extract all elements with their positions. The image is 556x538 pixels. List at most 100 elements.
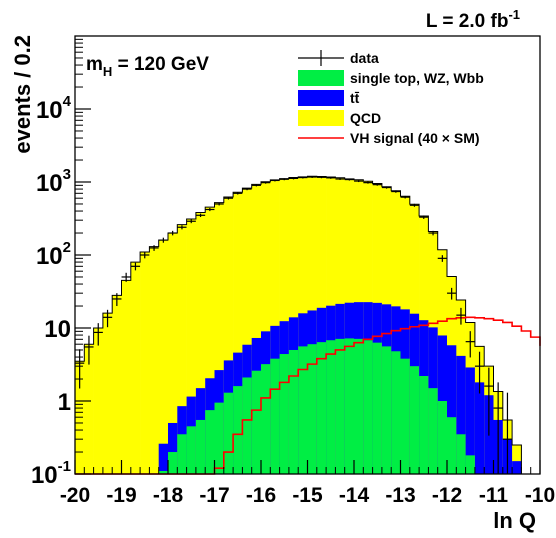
- bar-qcd: [158, 240, 169, 474]
- bar-single_top: [223, 392, 234, 474]
- y-tick-label: 103: [36, 166, 71, 197]
- luminosity-exponent: -1: [508, 7, 520, 22]
- legend-label-ttbar: tt̄: [350, 90, 360, 106]
- bar-qcd: [177, 224, 187, 474]
- bar-single_top: [409, 366, 420, 474]
- bar-ttbar: [168, 422, 178, 474]
- x-tick-label: -12: [432, 484, 462, 507]
- bar-qcd: [168, 232, 178, 474]
- bar-qcd: [121, 280, 132, 474]
- x-tick-label: -14: [339, 484, 370, 507]
- bar-qcd: [93, 328, 104, 474]
- bar-ttbar: [456, 355, 466, 474]
- bar-qcd: [102, 313, 113, 474]
- y-tick-base: 10: [36, 97, 63, 124]
- bar-single_top: [205, 410, 215, 474]
- bar-single_top: [335, 338, 345, 474]
- legend-label-data: data: [350, 50, 379, 66]
- bar-single_top: [419, 376, 429, 474]
- bar-single_top: [428, 388, 438, 474]
- y-tick-base: 10: [31, 462, 58, 489]
- x-tick-label: -17: [199, 484, 229, 507]
- y-tick-exponent: 2: [63, 239, 71, 256]
- bar-single_top: [456, 434, 466, 474]
- x-tick-label: -10: [525, 484, 555, 507]
- bar-single_top: [354, 338, 364, 474]
- x-tick-label: -18: [153, 484, 184, 507]
- bar-ttbar: [447, 345, 457, 474]
- bar-ttbar: [512, 461, 522, 474]
- bar-qcd: [223, 196, 234, 474]
- mass-value: = 120 GeV: [112, 54, 209, 75]
- bar-qcd: [130, 262, 141, 474]
- bar-qcd: [512, 444, 522, 474]
- bar-qcd: [233, 192, 243, 474]
- bar-single_top: [168, 452, 178, 474]
- bar-single_top: [251, 370, 262, 474]
- x-tick-label: -19: [106, 484, 136, 507]
- y-tick-label: 10-1: [31, 458, 71, 489]
- bar-single_top: [288, 349, 299, 474]
- bar-single_top: [363, 340, 373, 474]
- y-tick-base: 10: [36, 170, 63, 197]
- bar-qcd: [112, 295, 122, 474]
- legend-swatch-qcd: [298, 110, 344, 126]
- legend-label-qcd: QCD: [350, 110, 381, 126]
- mass-subscript: H: [103, 64, 112, 79]
- bar-single_top: [195, 419, 206, 474]
- data-layer: [75, 176, 513, 474]
- bar-qcd: [84, 344, 94, 474]
- y-tick-exponent: -1: [58, 458, 71, 475]
- x-tick-label: -15: [292, 484, 323, 507]
- mass-symbol: m: [86, 54, 103, 75]
- bar-qcd: [186, 219, 197, 474]
- y-tick-label: 104: [36, 93, 72, 124]
- y-axis-label: events / 0.2: [10, 35, 35, 154]
- bar-single_top: [186, 426, 197, 474]
- bar-single_top: [372, 342, 383, 474]
- x-tick-label: -20: [60, 484, 90, 507]
- bar-qcd: [140, 251, 150, 474]
- bar-single_top: [270, 358, 280, 474]
- x-tick-label: -13: [385, 484, 415, 507]
- bar-single_top: [307, 344, 318, 474]
- bar-single_top: [261, 364, 271, 474]
- bar-qcd: [149, 246, 159, 474]
- bar-single_top: [316, 342, 327, 474]
- bar-single_top: [326, 340, 336, 474]
- bar-ttbar: [158, 443, 169, 474]
- y-tick-base: 10: [36, 243, 63, 270]
- bar-single_top: [158, 470, 169, 474]
- bar-single_top: [298, 346, 308, 474]
- y-tick-label: 1: [58, 389, 71, 416]
- bar-single_top: [437, 401, 448, 474]
- mass-label: mH = 120 GeV: [86, 54, 209, 79]
- bar-ttbar: [474, 382, 485, 474]
- bar-single_top: [391, 351, 401, 474]
- bar-qcd: [242, 188, 252, 474]
- bar-qcd: [195, 212, 206, 474]
- y-tick-label: 102: [36, 239, 71, 270]
- bar-single_top: [381, 346, 392, 474]
- y-tick-exponent: 3: [63, 166, 71, 183]
- bar-single_top: [242, 377, 252, 474]
- bar-single_top: [233, 386, 243, 474]
- bar-single_top: [447, 417, 457, 474]
- legend-label-signal: VH signal (40 × SM): [350, 130, 480, 146]
- bar-qcd: [214, 202, 225, 474]
- bars-layer: [75, 175, 540, 475]
- y-tick-exponent: 4: [63, 93, 72, 110]
- bar-ttbar: [465, 367, 476, 474]
- x-tick-label: -16: [246, 484, 276, 507]
- legend-swatch-single_top: [298, 70, 344, 86]
- legend: data single top, WZ, Wbb tt̄ QCD VH signal (…: [298, 50, 484, 146]
- bar-qcd: [261, 181, 271, 474]
- bar-qcd: [205, 207, 215, 474]
- legend-swatch-ttbar: [298, 90, 344, 106]
- bar-single_top: [279, 354, 290, 474]
- x-axis-label: ln Q: [493, 508, 536, 533]
- bar-single_top: [344, 338, 355, 474]
- bar-single_top: [214, 402, 225, 474]
- bar-single_top: [400, 358, 411, 474]
